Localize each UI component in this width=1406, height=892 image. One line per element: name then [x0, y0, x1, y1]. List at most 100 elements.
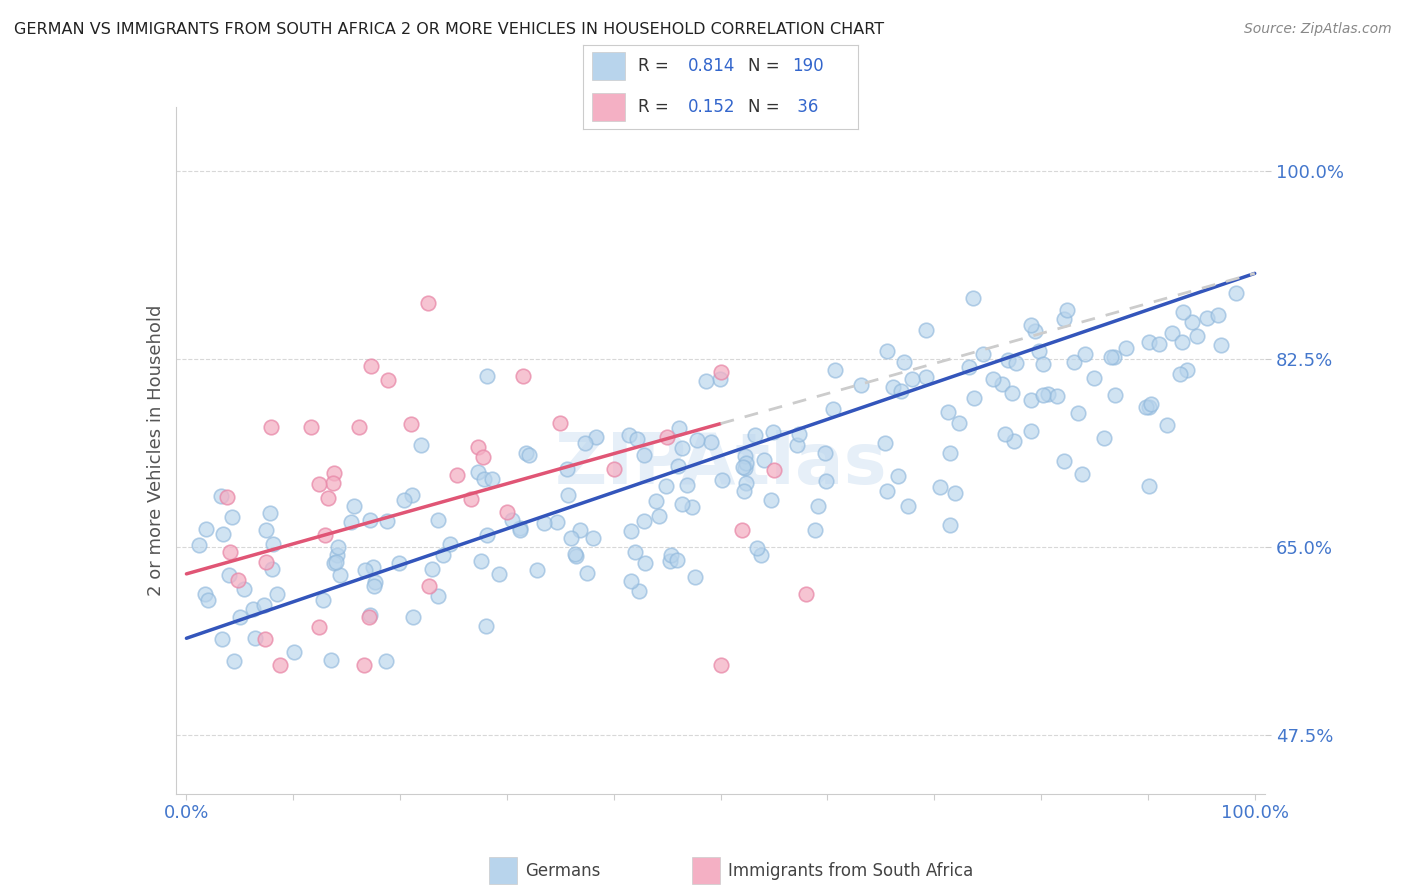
Point [735, 475, 758, 490]
Point [1053, 454, 1076, 468]
Point [363, 574, 385, 589]
Point [509, 521, 531, 535]
Text: N =: N = [748, 98, 785, 116]
Point [603, 462, 626, 476]
Point [574, 436, 596, 450]
Point [991, 377, 1014, 392]
Point [496, 505, 519, 519]
Text: ZIPAtlas: ZIPAtlas [554, 430, 887, 499]
Point [876, 483, 898, 498]
Point [1137, 400, 1160, 414]
Point [762, 425, 785, 439]
Point [876, 344, 898, 359]
Point [209, 489, 232, 503]
Point [470, 554, 492, 568]
Point [666, 458, 689, 473]
Point [546, 516, 568, 530]
Point [488, 566, 510, 581]
Point [619, 428, 641, 442]
Point [550, 416, 572, 430]
Point [221, 509, 243, 524]
Point [1036, 387, 1059, 401]
Point [683, 569, 706, 583]
Point [1019, 392, 1042, 407]
Point [1019, 318, 1042, 333]
Point [1135, 401, 1157, 415]
Point [814, 446, 837, 460]
Point [744, 427, 766, 442]
Text: Immigrants from South Africa: Immigrants from South Africa [728, 862, 973, 880]
Point [1056, 303, 1078, 318]
Point [219, 545, 242, 559]
Point [467, 465, 489, 479]
Point [1104, 388, 1126, 402]
Point [806, 499, 828, 513]
Point [633, 448, 655, 462]
Point [353, 564, 375, 578]
Point [804, 524, 827, 538]
Text: 0.152: 0.152 [688, 98, 735, 116]
Point [1005, 356, 1028, 370]
Point [963, 391, 986, 405]
Point [1067, 406, 1090, 420]
Point [361, 560, 384, 574]
Point [657, 430, 679, 444]
Point [582, 531, 605, 545]
Text: 36: 36 [792, 98, 818, 116]
Point [226, 573, 249, 587]
Point [1092, 431, 1115, 445]
Point [475, 619, 498, 633]
Text: Source: ZipAtlas.com: Source: ZipAtlas.com [1244, 22, 1392, 37]
Point [377, 373, 399, 387]
Point [686, 434, 709, 448]
Point [695, 374, 717, 388]
Point [233, 582, 256, 597]
Point [409, 438, 432, 452]
Point [308, 620, 330, 634]
Point [710, 658, 733, 673]
Point [939, 518, 962, 533]
Point [340, 515, 363, 529]
Point [762, 463, 785, 477]
Point [1156, 418, 1178, 433]
Point [399, 417, 422, 432]
Point [360, 359, 382, 373]
Point [749, 548, 772, 562]
Point [948, 416, 970, 430]
Point [752, 453, 775, 467]
Point [1147, 337, 1170, 351]
Bar [592, 93, 624, 120]
Point [1032, 357, 1054, 371]
Point [359, 513, 381, 527]
Point [560, 531, 582, 545]
Point [439, 537, 461, 551]
Point [1168, 368, 1191, 382]
Point [197, 593, 219, 607]
Point [388, 556, 411, 570]
Point [734, 461, 756, 475]
Point [418, 579, 440, 593]
Point [254, 555, 277, 569]
Text: R =: R = [638, 57, 675, 75]
Bar [592, 53, 624, 80]
Point [515, 446, 537, 460]
Point [761, 493, 783, 508]
Point [1171, 305, 1194, 319]
Text: N =: N = [748, 57, 785, 75]
Point [1197, 310, 1219, 325]
Point [1206, 308, 1229, 322]
Point [472, 472, 495, 486]
Text: 190: 190 [792, 57, 824, 75]
Point [326, 540, 349, 554]
Point [915, 323, 938, 337]
Point [731, 523, 754, 537]
Point [218, 568, 240, 582]
Point [245, 631, 267, 645]
Point [269, 658, 291, 673]
Point [228, 609, 250, 624]
Point [359, 610, 381, 624]
Point [734, 449, 756, 463]
Point [1099, 350, 1122, 364]
Point [1028, 343, 1050, 358]
Point [886, 468, 908, 483]
